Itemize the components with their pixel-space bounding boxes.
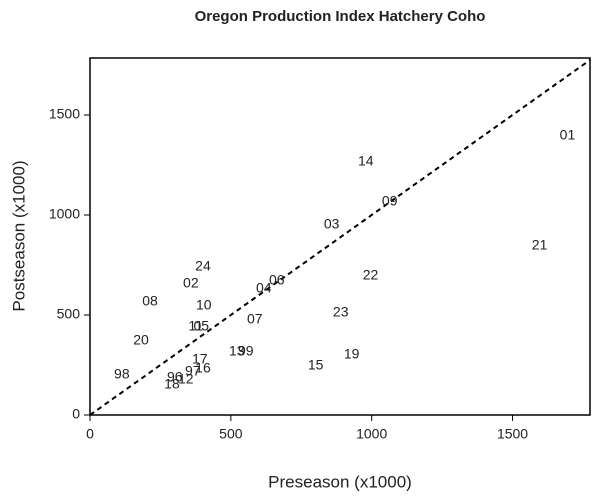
point-label: 14 [358, 153, 374, 169]
x-tick-label: 0 [86, 426, 94, 442]
y-axis-label: Postseason (x1000) [9, 160, 28, 311]
y-tick-label: 0 [72, 406, 80, 422]
x-tick-label: 1000 [356, 426, 387, 442]
point-label: 13 [229, 343, 245, 359]
point-label: 07 [247, 311, 263, 327]
x-tick-label: 1500 [497, 426, 528, 442]
point-label: 15 [308, 357, 324, 373]
point-label: 19 [344, 346, 360, 362]
y-tick-label: 1500 [49, 106, 80, 122]
point-label: 16 [195, 360, 211, 376]
point-label: 99 [238, 343, 254, 359]
point-label: 22 [363, 267, 379, 283]
point-label: 10 [196, 297, 212, 313]
point-label: 02 [183, 275, 199, 291]
point-label: 17 [192, 351, 208, 367]
point-label: 05 [193, 318, 209, 334]
point-label: 08 [142, 293, 158, 309]
y-tick-label: 500 [57, 306, 81, 322]
plot-frame [89, 57, 591, 416]
point-label: 23 [333, 304, 349, 320]
point-label: 03 [324, 216, 340, 232]
point-label: 98 [114, 366, 130, 382]
x-tick-label: 500 [219, 426, 243, 442]
x-axis-label: Preseason (x1000) [268, 472, 412, 491]
point-label: 21 [532, 237, 548, 253]
point-label: 01 [560, 127, 576, 143]
point-label: 09 [382, 193, 398, 209]
point-label: 04 [256, 280, 272, 296]
reference-line [89, 59, 591, 416]
point-label: 20 [133, 332, 149, 348]
point-label: 96 [167, 369, 183, 385]
chart-title: Oregon Production Index Hatchery Coho [195, 8, 486, 25]
point-label: 18 [164, 376, 180, 392]
y-tick-label: 1000 [49, 206, 80, 222]
point-label: 06 [269, 272, 285, 288]
point-label: 97 [185, 363, 201, 379]
point-label: 11 [188, 318, 203, 334]
point-label: 12 [178, 371, 194, 387]
point-label: 24 [195, 258, 211, 274]
